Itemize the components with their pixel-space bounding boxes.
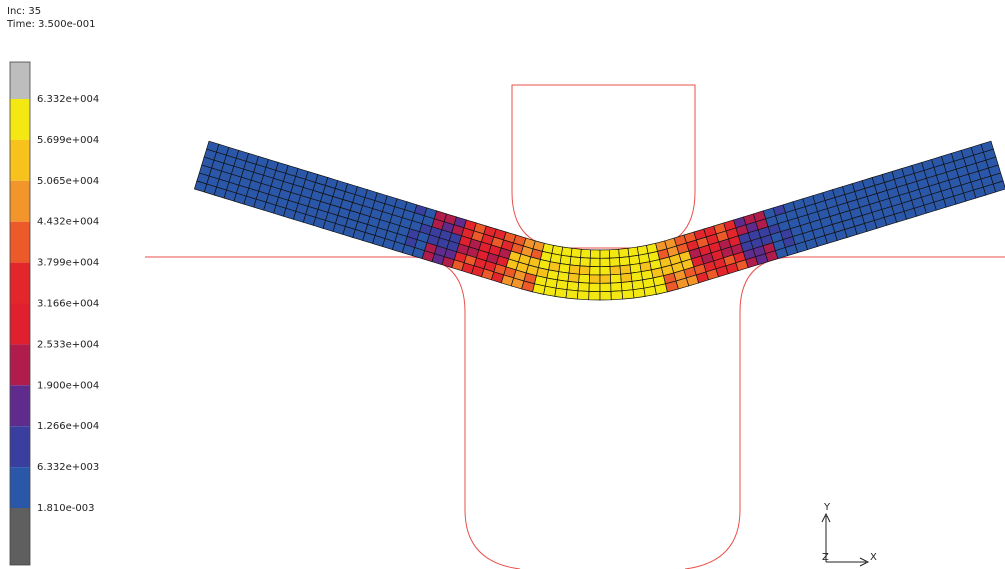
mesh-element [579,274,590,283]
mesh-element [555,288,567,298]
mesh-element [600,291,611,300]
mesh-element [610,258,620,267]
mesh-element [589,283,600,292]
time-label: Time: 3.500e-001 [6,19,96,30]
mesh-element [600,267,610,276]
mesh-element [610,274,621,283]
viewport: Inc: 35 Time: 3.500e-001 6.332e+004 5.699… [0,0,1005,569]
axis-triad [822,514,868,566]
beam-mesh [194,141,1005,300]
page: Inc: 35 Time: 3.500e-001 6.332e+004 5.699… [0,0,1005,569]
punch [512,85,695,248]
mesh-element [644,286,657,296]
mesh-element [568,273,579,282]
mesh-element [619,257,630,266]
mesh-element [569,265,580,274]
mesh-element [578,283,589,292]
mesh-element [620,265,631,274]
legend-band [10,385,30,426]
mesh-element [622,290,634,299]
mesh-element [566,290,578,299]
mesh-element [621,273,632,282]
legend-band [10,140,30,181]
die-left [145,257,520,569]
mesh-element [579,266,590,275]
mesh-element [581,249,591,258]
legend-band [10,181,30,222]
legend-band [10,99,30,140]
mesh-element [589,275,600,284]
die-right [685,257,1005,569]
mesh-element [611,291,623,300]
mesh-element [589,291,600,300]
legend-label: 5.065e+004 [37,176,99,187]
legend-band [10,304,30,345]
legend-band [10,222,30,263]
legend-band [10,344,30,385]
legend-label: 1.266e+004 [37,421,99,432]
mesh-element [600,250,610,258]
mesh-element [544,286,557,296]
mesh-element [567,281,579,290]
mesh-element [611,283,622,292]
increment-label: Inc: 35 [7,6,41,17]
triad-y-label: Y [823,502,831,513]
mesh-element [600,283,611,292]
legend-band [10,263,30,304]
mesh-element [580,258,590,267]
legend-label: 6.332e+004 [37,94,99,105]
legend-band [10,508,30,565]
mesh-element [610,266,621,275]
mesh-element [590,250,600,258]
legend-label: 3.799e+004 [37,258,99,269]
mesh-element [621,281,633,290]
tools [145,85,1005,569]
legend: 6.332e+004 5.699e+004 5.065e+004 4.432e+004… [10,62,99,565]
mesh-element [600,275,611,284]
mesh-element [628,247,639,257]
legend-label: 6.332e+003 [37,462,99,473]
mesh-element [590,267,600,276]
mesh-element [571,248,581,257]
legend-band [10,426,30,467]
mesh-element [600,258,610,267]
mesh-element [561,247,572,257]
mesh-element [570,257,581,266]
legend-label: 3.166e+004 [37,299,99,310]
legend-label: 5.699e+004 [37,135,99,146]
legend-label: 1.900e+004 [37,380,99,391]
legend-label: 2.533e+004 [37,339,99,350]
mesh-element [619,248,629,257]
legend-label: 4.432e+004 [37,217,99,228]
legend-band [10,62,30,99]
triad-z-label: Z [822,552,829,563]
triad-x-label: X [870,552,877,563]
mesh-element [577,291,589,300]
mesh-element [609,249,619,258]
legend-band [10,467,30,508]
mesh-element [590,258,600,267]
legend-label: 1.810e-003 [37,503,94,514]
mesh-element [633,288,645,298]
